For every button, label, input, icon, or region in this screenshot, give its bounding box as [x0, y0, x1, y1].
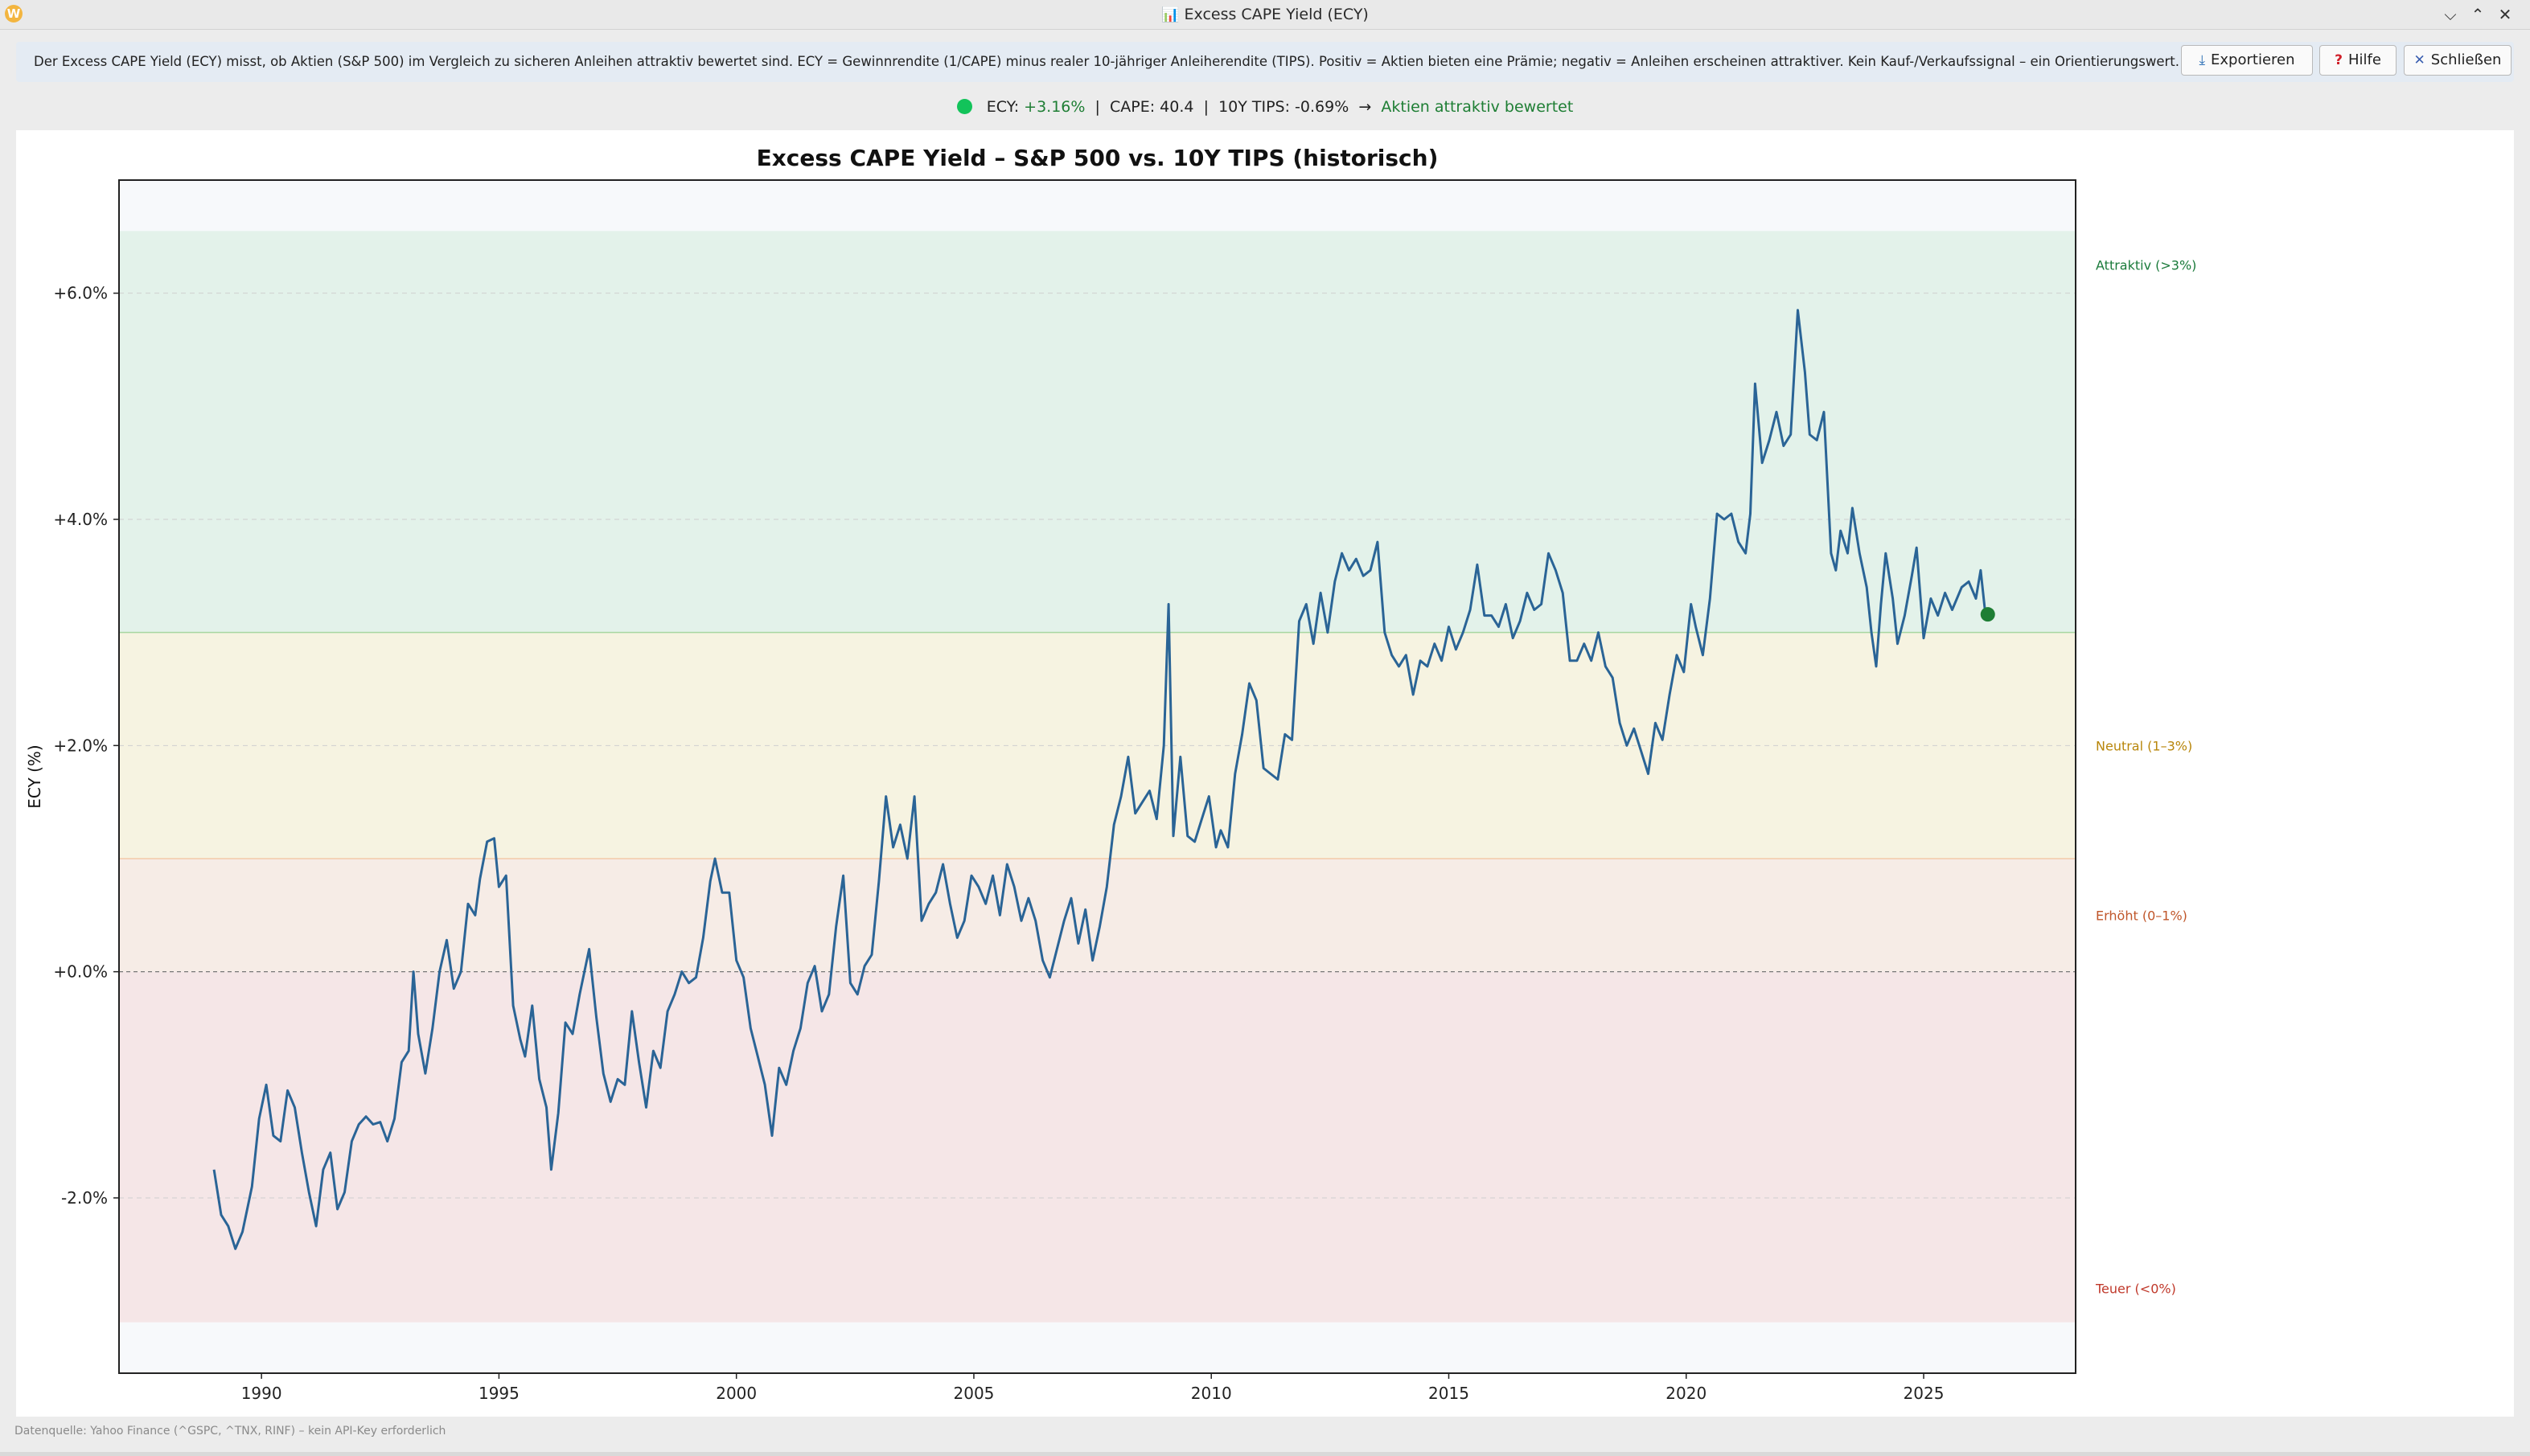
info-banner: Der Excess CAPE Yield (ECY) misst, ob Ak…: [16, 42, 2514, 82]
help-button-label: Hilfe: [2347, 51, 2381, 68]
x-tick-label: 2020: [1665, 1384, 1707, 1403]
y-tick-label: +0.0%: [53, 962, 108, 982]
arrow-icon: →: [1358, 98, 1372, 116]
close-window-icon[interactable]: ✕: [2498, 5, 2512, 24]
current-value-marker: [1980, 607, 1995, 622]
export-button-label: Exportieren: [2211, 51, 2295, 68]
zone-band-3: [119, 971, 2076, 1323]
zone-label-0: Attraktiv (>3%): [2096, 257, 2196, 273]
status-line: ECY: +3.16% | CAPE: 40.4 | 10Y TIPS: -0.…: [0, 95, 2530, 119]
chart-panel: Attraktiv (>3%) Neutral (1–3%) Erhöht (0–1…: [16, 130, 2514, 1417]
x-tick-label: 2015: [1428, 1384, 1469, 1403]
x-tick-label: 1995: [478, 1384, 520, 1403]
verdict-text: Aktien attraktiv bewertet: [1381, 98, 1574, 116]
x-tick-label: 2005: [954, 1384, 995, 1403]
y-tick-label: +2.0%: [53, 736, 108, 755]
data-source-note: Datenquelle: Yahoo Finance (^GSPC, ^TNX,…: [14, 1425, 446, 1438]
x-tick-label: 2025: [1904, 1384, 1945, 1403]
close-icon: ✕: [2413, 52, 2425, 68]
y-tick-label: -2.0%: [61, 1188, 108, 1208]
y-tick-label: +4.0%: [53, 510, 108, 529]
plot-frame: [118, 179, 2076, 1374]
bottom-border: [0, 1452, 2530, 1456]
minimize-icon[interactable]: ⌵: [2444, 5, 2457, 24]
help-button[interactable]: ? Hilfe: [2319, 45, 2397, 76]
status-dot-icon: [956, 99, 972, 114]
maximize-icon[interactable]: ⌃: [2470, 5, 2485, 24]
x-tick-label: 2010: [1191, 1384, 1232, 1403]
zone-band-2: [119, 858, 2076, 972]
download-icon: ⤓: [2199, 52, 2206, 68]
ecy-chart: Attraktiv (>3%) Neutral (1–3%) Erhöht (0–1…: [25, 145, 2196, 1403]
tips-value: 10Y TIPS: -0.69%: [1218, 98, 1349, 116]
export-button[interactable]: ⤓ Exportieren: [2181, 45, 2313, 76]
ecy-series-line: [212, 309, 1987, 1250]
zone-label-2: Erhöht (0–1%): [2096, 908, 2187, 923]
ecy-label: ECY:: [986, 98, 1020, 116]
info-text: Der Excess CAPE Yield (ECY) misst, ob Ak…: [34, 54, 2180, 69]
window-titlebar: W 📊 Excess CAPE Yield (ECY) ⌵ ⌃ ✕: [0, 0, 2530, 30]
y-tick-label: +6.0%: [53, 284, 108, 303]
cape-value: CAPE: 40.4: [1110, 98, 1194, 116]
window-title: 📊 Excess CAPE Yield (ECY): [0, 0, 2530, 29]
y-axis-label: ECY (%): [25, 744, 44, 808]
x-tick-label: 2000: [716, 1384, 757, 1403]
chart-title: Excess CAPE Yield – S&P 500 vs. 10Y TIPS…: [757, 145, 1439, 171]
x-tick-label: 1990: [241, 1384, 282, 1403]
bar-chart-icon: 📊: [1161, 6, 1180, 23]
close-button[interactable]: ✕ Schließen: [2404, 45, 2512, 76]
close-button-label: Schließen: [2430, 51, 2502, 68]
zone-band-0: [119, 231, 2076, 633]
app-logo-icon: W: [5, 5, 23, 23]
zone-label-1: Neutral (1–3%): [2096, 738, 2192, 753]
window-title-text: Excess CAPE Yield (ECY): [1184, 6, 1369, 23]
question-icon: ?: [2335, 52, 2343, 68]
ecy-value: +3.16%: [1024, 98, 1086, 116]
zone-label-3: Teuer (<0%): [2095, 1282, 2176, 1297]
